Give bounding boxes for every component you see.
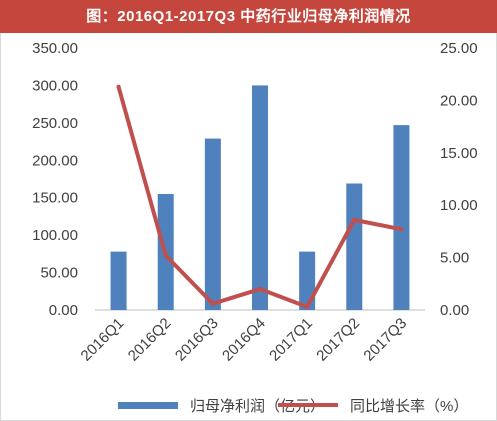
right-axis-tick-label: 10.00: [440, 197, 478, 214]
line-point: [116, 84, 121, 89]
line-point: [352, 217, 357, 222]
line-point: [210, 301, 215, 306]
line-point: [163, 253, 168, 258]
right-axis: 0.00 5.00 10.00 15.00 20.00 25.00: [440, 40, 478, 319]
line-point: [305, 304, 310, 309]
left-axis-tick-label: 0.00: [49, 302, 78, 319]
bar: [204, 138, 221, 310]
x-axis-tick-label: 2016Q3: [172, 315, 222, 365]
left-axis-tick-label: 50.00: [40, 265, 78, 282]
right-axis-tick-label: 0.00: [440, 302, 469, 319]
left-axis-tick-label: 300.00: [32, 77, 78, 94]
legend: 归母净利润（亿元） 同比增长率（%）: [118, 398, 468, 415]
left-axis-tick-label: 250.00: [32, 115, 78, 132]
right-axis-tick-label: 25.00: [440, 40, 478, 57]
left-axis-tick-label: 150.00: [32, 190, 78, 207]
line-point: [258, 287, 262, 292]
line-series: [116, 84, 404, 309]
right-axis-tick-label: 15.00: [440, 145, 478, 162]
x-axis: 2016Q12016Q22016Q32016Q42017Q12017Q22017…: [78, 315, 411, 365]
x-axis-tick-label: 2017Q3: [360, 315, 410, 365]
x-axis-tick-label: 2017Q2: [313, 315, 363, 365]
bar: [110, 251, 127, 310]
bar: [346, 183, 363, 310]
bar: [393, 125, 410, 310]
x-axis-tick-label: 2016Q2: [125, 315, 175, 365]
x-axis-tick-label: 2017Q1: [266, 315, 316, 365]
bar: [252, 85, 268, 310]
left-axis-tick-label: 350.00: [32, 40, 78, 57]
legend-line-label: 同比增长率（%）: [350, 398, 468, 415]
chart-title: 图：2016Q1-2017Q3 中药行业归母净利润情况: [0, 0, 497, 33]
right-axis-tick-label: 20.00: [440, 92, 478, 109]
left-axis-tick-label: 100.00: [32, 227, 78, 244]
left-axis-tick-label: 200.00: [32, 152, 78, 169]
line-point: [399, 227, 404, 232]
right-axis-tick-label: 5.00: [440, 250, 469, 267]
bar: [299, 251, 316, 310]
x-axis-tick-label: 2016Q1: [78, 315, 128, 365]
legend-bar-swatch: [118, 402, 178, 409]
x-axis-tick-label: 2016Q4: [219, 315, 269, 365]
left-axis: 0.00 50.00 100.00 150.00 200.00 250.00 300.00 3…: [32, 40, 78, 319]
bar-series: [110, 85, 410, 310]
legend-bar-label: 归母净利润（亿元）: [190, 398, 325, 415]
